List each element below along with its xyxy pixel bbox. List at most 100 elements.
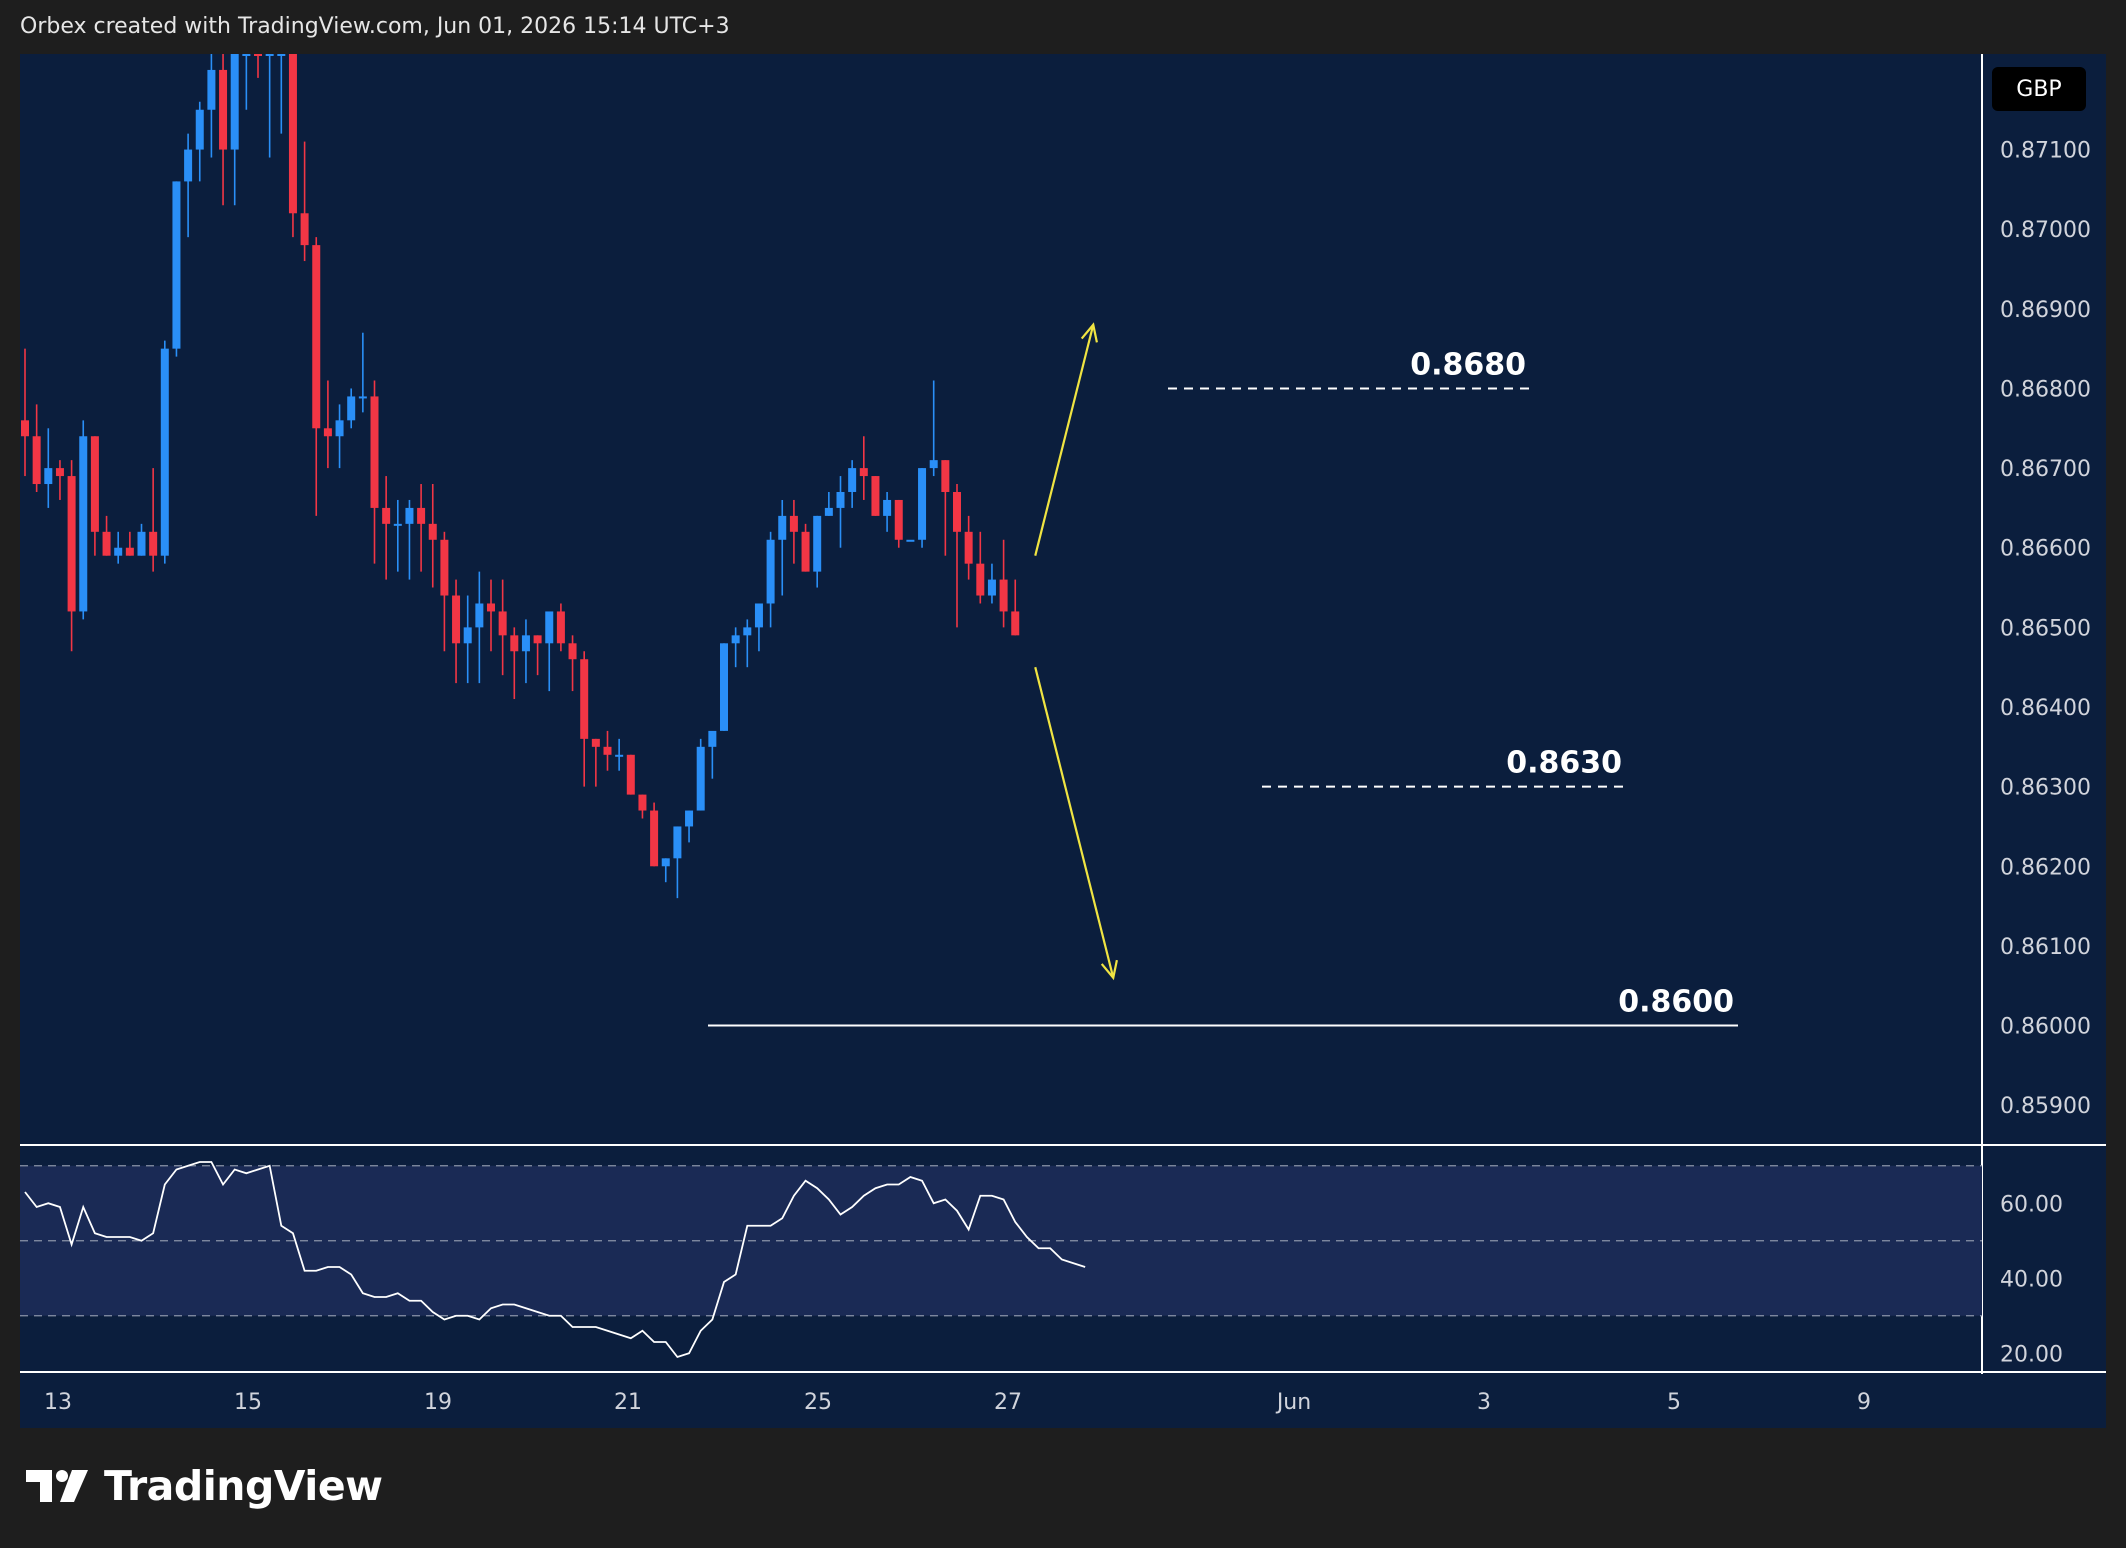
candle — [207, 54, 216, 158]
candle-body — [487, 603, 495, 612]
candle — [964, 515, 973, 580]
candle — [953, 484, 961, 628]
candle-body — [720, 643, 728, 731]
candle — [67, 460, 76, 652]
time-tick-label: 3 — [1477, 1390, 1491, 1415]
candle — [545, 611, 554, 692]
candle-body — [533, 635, 542, 644]
candle — [114, 531, 123, 564]
candle-body — [953, 491, 961, 532]
candle — [661, 858, 670, 883]
candle-body — [67, 476, 76, 612]
candle — [743, 619, 752, 668]
candle — [288, 54, 297, 238]
candle-body — [242, 54, 251, 56]
candle-body — [254, 54, 262, 56]
candle-body — [987, 579, 996, 596]
candle-body — [21, 420, 29, 437]
candle-body — [498, 611, 507, 636]
candle-body — [545, 611, 554, 644]
currency-badge[interactable]: GBP — [1992, 67, 2086, 111]
time-tick-label: 13 — [44, 1390, 72, 1415]
candle-body — [347, 396, 356, 421]
candle-body — [510, 635, 519, 652]
candle — [463, 595, 472, 684]
candle — [859, 436, 868, 500]
candle-body — [405, 507, 414, 524]
time-tick-label: 25 — [804, 1390, 832, 1415]
candle — [708, 730, 717, 779]
candle-body — [79, 436, 88, 612]
candle — [102, 515, 111, 556]
level-label: 0.8630 — [1506, 746, 1622, 781]
candle-body — [976, 563, 985, 596]
time-tick-label: Jun — [1275, 1390, 1311, 1415]
arrow-shaft — [1034, 666, 1115, 979]
candle-body — [696, 746, 705, 811]
candle — [754, 603, 763, 652]
candle-body — [580, 659, 589, 739]
candle — [195, 101, 204, 182]
candle-body — [918, 468, 927, 540]
candle — [347, 388, 356, 429]
candle-body — [288, 54, 297, 214]
candle-body — [789, 515, 798, 532]
candle — [941, 460, 950, 556]
candle — [650, 802, 659, 867]
candle-body — [603, 746, 612, 755]
oscillator-line — [24, 1161, 1086, 1359]
candle — [871, 476, 880, 516]
candle — [417, 484, 426, 572]
candle-body — [848, 468, 857, 492]
price-tick-label: 0.87100 — [2000, 139, 2091, 164]
price-tick-label: 0.86600 — [2000, 537, 2091, 562]
level-label: 0.8600 — [1618, 985, 1734, 1020]
candle — [918, 468, 927, 548]
candle-body — [114, 547, 123, 556]
candle — [149, 468, 158, 572]
candle-body — [894, 499, 903, 540]
arrow-up — [1034, 322, 1098, 556]
candle — [498, 579, 507, 676]
candle-body — [230, 54, 239, 150]
arrow-down — [1034, 666, 1118, 981]
candle-body — [626, 754, 635, 795]
candle-body — [44, 468, 53, 485]
candle — [312, 237, 321, 516]
time-tick-label: 9 — [1857, 1390, 1871, 1415]
candle — [160, 340, 169, 564]
candle-body — [883, 499, 892, 516]
candle-body — [731, 635, 740, 644]
time-tick-label: 27 — [994, 1390, 1022, 1415]
candle-body — [638, 794, 647, 811]
candle — [79, 420, 88, 620]
price-tick-label: 0.85900 — [2000, 1094, 2091, 1119]
candle — [242, 54, 251, 110]
candle-body — [661, 858, 670, 867]
candle-body — [871, 476, 880, 516]
tradingview-logo[interactable]: TradingView — [24, 1462, 383, 1510]
candle — [335, 404, 344, 469]
candle — [894, 499, 903, 548]
candle — [766, 531, 775, 628]
candle-body — [382, 507, 391, 524]
candle-body — [265, 54, 274, 56]
candle-body — [335, 420, 344, 437]
candle — [428, 484, 437, 588]
time-tick-label: 15 — [234, 1390, 262, 1415]
price-tick-label: 0.86200 — [2000, 855, 2091, 880]
candle-body — [475, 603, 484, 628]
candle-body — [999, 579, 1008, 612]
candle-body — [219, 69, 228, 150]
arrow-head — [1100, 959, 1118, 981]
tradingview-wordmark: TradingView — [104, 1462, 383, 1510]
candle — [685, 810, 694, 843]
candle-body — [824, 507, 833, 516]
candle — [265, 54, 274, 158]
candle — [789, 499, 798, 564]
candle — [440, 531, 449, 652]
candle-body — [778, 515, 787, 540]
candle — [452, 579, 461, 684]
candle — [626, 754, 635, 795]
